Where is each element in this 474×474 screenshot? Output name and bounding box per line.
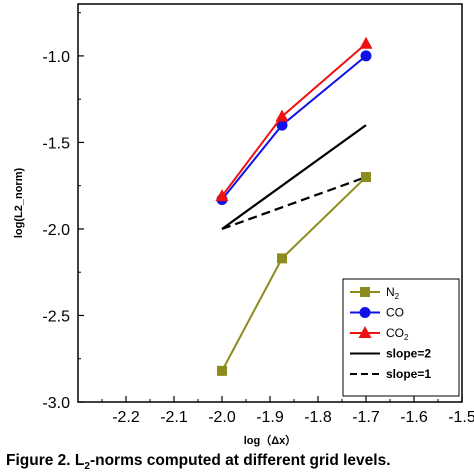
- data-point-n2: [277, 253, 287, 264]
- legend-label-co: CO: [386, 306, 404, 320]
- y-tick-label: -1.0: [42, 49, 70, 66]
- series-line-slope-2: [221, 124, 367, 230]
- series-line-slope-1: [221, 176, 367, 230]
- x-tick-label: -1.8: [304, 409, 332, 426]
- figure-caption: Figure 2. L2-norms computed at different…: [6, 452, 474, 472]
- caption-prefix: Figure 2. L: [6, 452, 85, 469]
- y-tick-label: -1.5: [42, 135, 70, 152]
- legend-marker-n2: [360, 287, 370, 297]
- y-tick-label: -2.5: [42, 308, 70, 325]
- y-tick-label: -3.0: [42, 395, 70, 412]
- x-tick-label: -2.1: [160, 409, 188, 426]
- y-axis-title: log(L2_norm): [13, 168, 25, 239]
- legend-label-n2: N2: [386, 285, 400, 301]
- legend-label-slope-1: slope=1: [386, 367, 431, 381]
- x-axis-title: log（Δx）: [244, 434, 297, 447]
- x-tick-label: -1.5: [448, 409, 474, 426]
- data-point-co2: [215, 189, 229, 202]
- data-point-n2: [217, 365, 227, 376]
- caption-subscript: 2: [84, 461, 90, 473]
- x-tick-label: -1.6: [400, 409, 428, 426]
- x-tick-label: -2.2: [112, 409, 140, 426]
- x-tick-label: -1.9: [256, 409, 284, 426]
- data-series: [215, 36, 373, 376]
- caption-suffix: -norms computed at different grid levels…: [89, 452, 391, 469]
- legend: N2 CO CO2 slope=2 slope=1: [342, 278, 460, 397]
- axis-ticks: -2.2 -2.1 -2.0 -1.9 -1.8 -1.7 -1.6 -1.5 -3.0 -2.5…: [42, 12, 474, 426]
- legend-marker-co2: [358, 326, 372, 338]
- data-point-co2: [275, 109, 289, 122]
- x-tick-label: -2.0: [208, 409, 236, 426]
- legend-label-slope-2: slope=2: [386, 347, 431, 361]
- legend-label-co2: CO2: [386, 326, 409, 342]
- data-point-co: [360, 50, 372, 62]
- x-tick-label: -1.7: [352, 409, 380, 426]
- chart: -2.2 -2.1 -2.0 -1.9 -1.8 -1.7 -1.6 -1.5 -3.0 -2.5…: [13, 3, 474, 447]
- y-tick-label: -2.0: [42, 222, 70, 239]
- data-point-n2: [361, 172, 371, 183]
- data-point-co: [276, 119, 288, 131]
- reference-lines: [221, 124, 367, 230]
- legend-marker-co: [359, 307, 371, 318]
- data-point-co2: [359, 36, 373, 49]
